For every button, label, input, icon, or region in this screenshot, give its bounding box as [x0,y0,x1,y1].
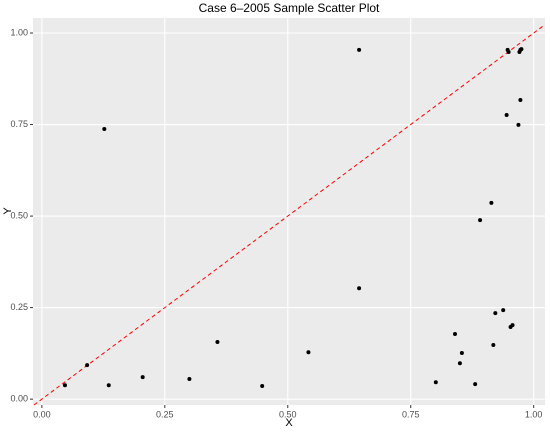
point [510,323,515,328]
point [473,382,478,387]
y-tick-label: 0.50 [10,210,28,220]
y-axis-label: Y [2,207,14,215]
reference-line [33,24,546,406]
point [489,200,494,205]
x-tick-label: 1.00 [525,409,543,419]
point [357,286,362,291]
point [459,351,464,356]
y-tick-label: 0.00 [10,394,28,404]
point [452,331,457,336]
point [504,113,509,118]
point [306,350,311,355]
y-tick-label: 1.00 [10,27,28,37]
y-tick-label: 0.75 [10,119,28,129]
point [85,363,90,368]
point [357,47,362,52]
point [457,361,462,366]
point [433,380,438,385]
point [187,377,192,382]
point [518,98,523,103]
point [516,122,521,127]
point [102,126,107,131]
point [478,218,483,223]
chart-title: Case 6–2005 Sample Scatter Plot [199,1,380,15]
point [62,383,67,388]
point [140,375,145,380]
point [501,308,506,313]
x-tick-label: 0.25 [156,409,174,419]
point [506,50,511,55]
x-tick-label: 0.75 [402,409,420,419]
point [106,383,111,388]
point [215,340,220,345]
x-tick-label: 0.50 [279,409,297,419]
point [260,383,265,388]
point [519,47,524,52]
point [491,342,496,347]
panel [33,18,545,405]
y-tick-label: 0.25 [10,302,28,312]
point [493,311,498,316]
x-axis-label: X [285,417,293,429]
x-tick-label: 0.00 [33,409,51,419]
